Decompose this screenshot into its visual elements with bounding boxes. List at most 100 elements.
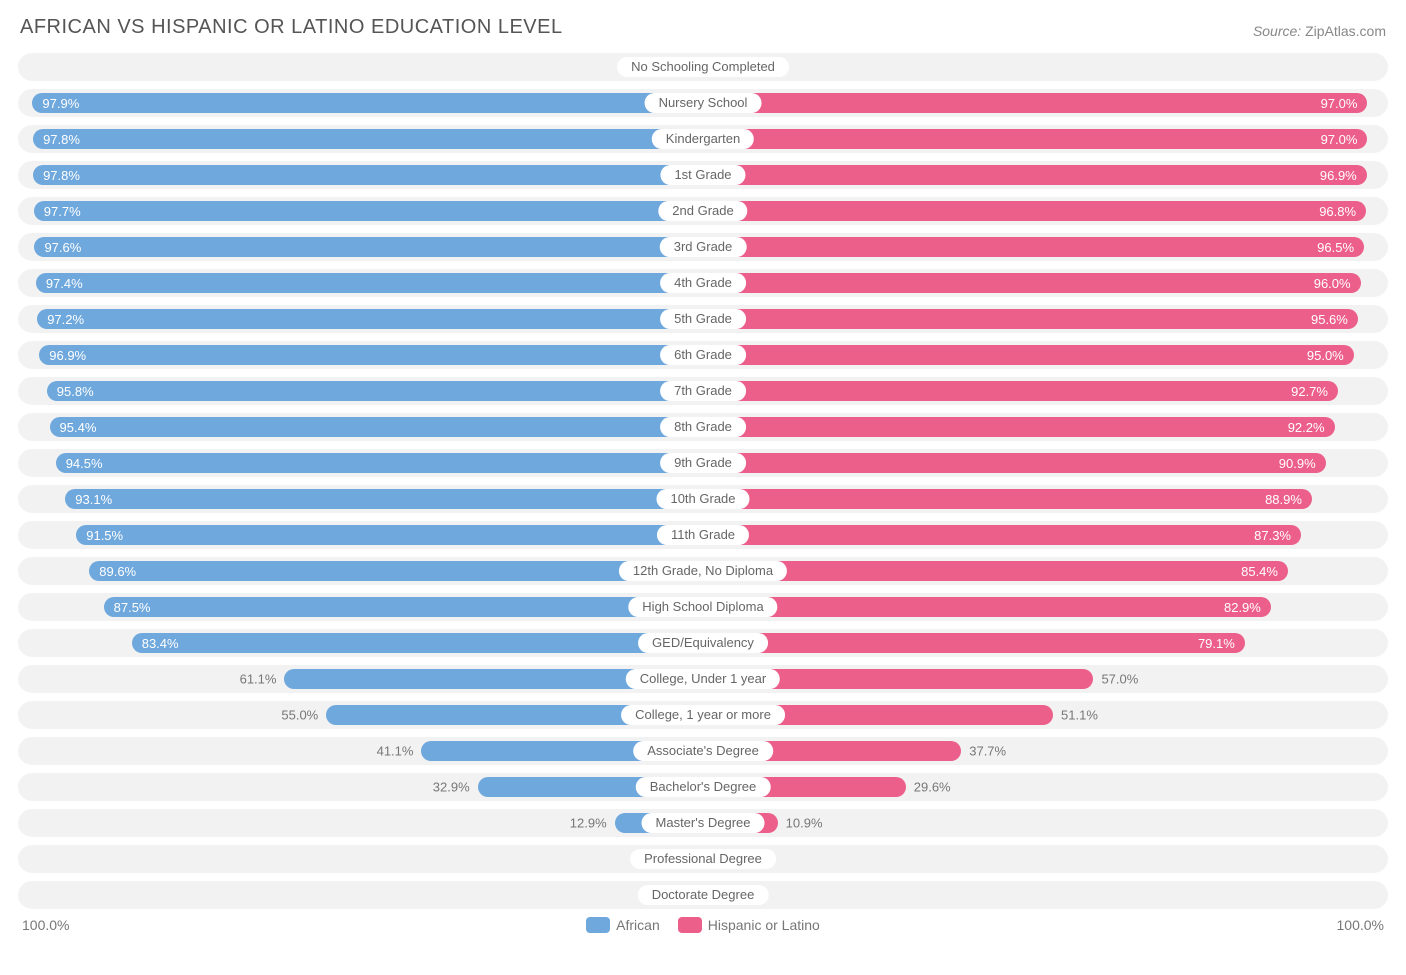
category-label: College, Under 1 year <box>626 669 780 689</box>
left-bar: 97.4% <box>36 273 703 293</box>
right-half: 29.6% <box>703 773 1388 801</box>
chart-row: 97.6%96.5%3rd Grade <box>18 233 1388 261</box>
left-half: 97.4% <box>18 269 703 297</box>
left-bar: 83.4% <box>132 633 703 653</box>
category-label: 4th Grade <box>660 273 746 293</box>
right-half: 96.5% <box>703 233 1388 261</box>
right-value: 92.2% <box>1288 420 1325 435</box>
right-half: 87.3% <box>703 521 1388 549</box>
legend-item: Hispanic or Latino <box>678 917 820 933</box>
right-half: 96.8% <box>703 197 1388 225</box>
left-bar: 97.8% <box>33 129 703 149</box>
right-half: 96.9% <box>703 161 1388 189</box>
right-half: 37.7% <box>703 737 1388 765</box>
left-value: 96.9% <box>49 348 86 363</box>
left-half: 97.7% <box>18 197 703 225</box>
right-half: 97.0% <box>703 125 1388 153</box>
legend-swatch <box>678 917 702 933</box>
right-value: 88.9% <box>1265 492 1302 507</box>
axis-max-right: 100.0% <box>1337 917 1384 933</box>
right-bar: 96.8% <box>703 201 1366 221</box>
left-half: 2.2% <box>18 53 703 81</box>
category-label: GED/Equivalency <box>638 633 768 653</box>
category-label: Associate's Degree <box>633 741 773 761</box>
category-label: 10th Grade <box>656 489 749 509</box>
source-value: ZipAtlas.com <box>1305 23 1386 39</box>
right-value: 10.9% <box>786 816 823 831</box>
left-bar: 95.4% <box>50 417 703 437</box>
right-value: 29.6% <box>914 780 951 795</box>
right-bar: 88.9% <box>703 489 1312 509</box>
right-half: 10.9% <box>703 809 1388 837</box>
right-half: 3.2% <box>703 845 1388 873</box>
right-half: 79.1% <box>703 629 1388 657</box>
chart-row: 61.1%57.0%College, Under 1 year <box>18 665 1388 693</box>
left-bar: 96.9% <box>39 345 703 365</box>
category-label: 5th Grade <box>660 309 746 329</box>
right-bar: 95.6% <box>703 309 1358 329</box>
left-bar: 97.7% <box>34 201 703 221</box>
category-label: 9th Grade <box>660 453 746 473</box>
right-half: 1.3% <box>703 881 1388 909</box>
right-value: 51.1% <box>1061 708 1098 723</box>
right-value: 95.6% <box>1311 312 1348 327</box>
category-label: Nursery School <box>645 93 762 113</box>
category-label: 7th Grade <box>660 381 746 401</box>
chart-row: 2.2%3.0%No Schooling Completed <box>18 53 1388 81</box>
left-half: 87.5% <box>18 593 703 621</box>
left-value: 97.9% <box>42 96 79 111</box>
left-half: 89.6% <box>18 557 703 585</box>
left-value: 91.5% <box>86 528 123 543</box>
chart-row: 94.5%90.9%9th Grade <box>18 449 1388 477</box>
left-bar: 97.9% <box>32 93 703 113</box>
left-half: 95.4% <box>18 413 703 441</box>
left-half: 94.5% <box>18 449 703 477</box>
chart-row: 41.1%37.7%Associate's Degree <box>18 737 1388 765</box>
right-bar: 82.9% <box>703 597 1271 617</box>
category-label: 11th Grade <box>657 525 749 545</box>
right-half: 92.7% <box>703 377 1388 405</box>
chart-row: 83.4%79.1%GED/Equivalency <box>18 629 1388 657</box>
category-label: Bachelor's Degree <box>636 777 771 797</box>
left-half: 91.5% <box>18 521 703 549</box>
left-bar: 89.6% <box>89 561 703 581</box>
chart-source: Source: ZipAtlas.com <box>1253 23 1386 39</box>
left-bar: 93.1% <box>65 489 703 509</box>
right-value: 97.0% <box>1321 96 1358 111</box>
left-value: 89.6% <box>99 564 136 579</box>
right-bar: 92.7% <box>703 381 1338 401</box>
left-half: 95.8% <box>18 377 703 405</box>
chart-row: 91.5% 87.3% 11th Grade <box>18 521 1388 549</box>
category-label: Doctorate Degree <box>638 885 769 905</box>
legend-item: African <box>586 917 660 933</box>
left-value: 32.9% <box>433 780 470 795</box>
category-label: 2nd Grade <box>658 201 747 221</box>
left-value: 97.6% <box>44 240 81 255</box>
left-half: 61.1% <box>18 665 703 693</box>
chart-row: 96.9% 95.0%6th Grade <box>18 341 1388 369</box>
chart-row: 97.4% 96.0% 4th Grade <box>18 269 1388 297</box>
category-label: 6th Grade <box>660 345 746 365</box>
right-bar: 97.0% <box>703 93 1367 113</box>
right-value: 92.7% <box>1291 384 1328 399</box>
right-bar: 96.0% <box>703 273 1361 293</box>
right-value: 96.9% <box>1320 168 1357 183</box>
right-value: 87.3% <box>1254 528 1291 543</box>
category-label: Kindergarten <box>652 129 754 149</box>
right-half: 82.9% <box>703 593 1388 621</box>
left-value: 95.4% <box>60 420 97 435</box>
right-half: 90.9% <box>703 449 1388 477</box>
left-value: 55.0% <box>281 708 318 723</box>
left-value: 87.5% <box>114 600 151 615</box>
right-bar: 79.1% <box>703 633 1245 653</box>
axis-max-left: 100.0% <box>22 917 69 933</box>
right-value: 85.4% <box>1241 564 1278 579</box>
right-bar: 96.5% <box>703 237 1364 257</box>
legend-label: Hispanic or Latino <box>708 917 820 933</box>
left-value: 97.2% <box>47 312 84 327</box>
left-half: 41.1% <box>18 737 703 765</box>
right-bar: 95.0% <box>703 345 1354 365</box>
right-value: 96.0% <box>1314 276 1351 291</box>
right-half: 57.0% <box>703 665 1388 693</box>
right-half: 51.1% <box>703 701 1388 729</box>
